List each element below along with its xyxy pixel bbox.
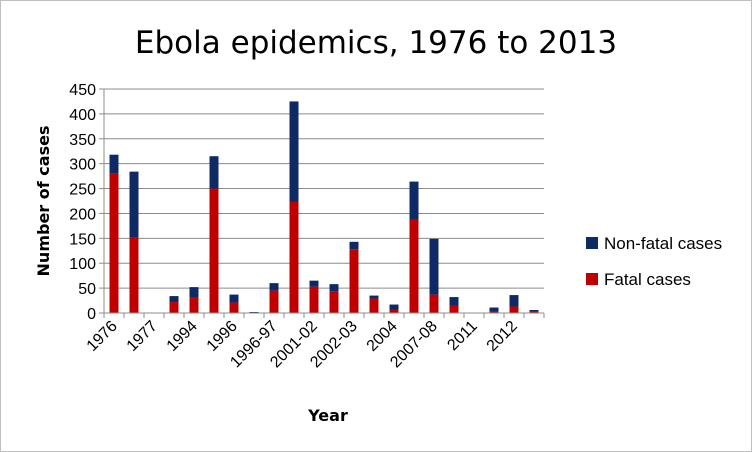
bar-fatal-11 (329, 291, 339, 313)
bar-non-fatal-9 (289, 101, 299, 202)
bar-fatal-10 (309, 286, 319, 313)
legend-swatch-fatal (586, 273, 598, 285)
legend: Non-fatal cases Fatal cases (586, 234, 722, 289)
x-tick-label: 1994 (164, 318, 201, 355)
bar-fatal-1 (129, 237, 139, 313)
chart-title: Ebola epidemics, 1976 to 2013 (135, 25, 617, 61)
x-tick-label: 1977 (124, 318, 161, 355)
bar-non-fatal-14 (389, 304, 399, 310)
bar-fatal-17 (449, 305, 459, 313)
bar-fatal-4 (189, 297, 199, 313)
y-axis-title: Number of cases (34, 126, 53, 277)
bar-non-fatal-19 (489, 307, 499, 312)
legend-swatch-non-fatal (586, 237, 598, 249)
bar-non-fatal-15 (409, 181, 419, 220)
bar-non-fatal-12 (349, 241, 359, 250)
bar-fatal-9 (289, 201, 299, 313)
bar-non-fatal-20 (509, 295, 519, 307)
bar-fatal-20 (509, 306, 519, 313)
x-tick-label: 2004 (364, 318, 401, 355)
bar-fatal-21 (529, 311, 539, 313)
y-tick-label: 200 (69, 206, 96, 223)
bar-non-fatal-10 (309, 280, 319, 287)
bar-non-fatal-4 (189, 287, 199, 298)
bar-fatal-8 (269, 290, 279, 313)
y-tick-label: 0 (87, 306, 96, 323)
x-tick-label: 2012 (484, 318, 521, 355)
y-axis-ticks: 0 50 100 150 200 250 300 350 400 450 (69, 82, 105, 323)
gridlines (104, 88, 544, 314)
x-tick-label: 2011 (444, 318, 480, 354)
bar-fatal-19 (489, 311, 499, 313)
bar-fatal-16 (429, 294, 439, 313)
y-tick-label: 100 (69, 256, 96, 273)
x-axis-title: Year (307, 406, 348, 425)
x-tick-label: 1976 (84, 318, 121, 355)
bar-non-fatal-21 (529, 310, 539, 312)
bar-non-fatal-16 (429, 238, 439, 295)
legend-label-fatal: Fatal cases (604, 270, 691, 289)
bar-non-fatal-1 (129, 171, 139, 238)
bar-fatal-12 (349, 249, 359, 313)
y-tick-label: 400 (69, 107, 96, 124)
y-tick-label: 250 (69, 182, 96, 199)
bar-fatal-0 (109, 173, 119, 313)
bar-non-fatal-6 (229, 294, 239, 303)
bar-fatal-3 (169, 302, 179, 313)
bar-non-fatal-17 (449, 297, 459, 306)
bar-fatal-13 (369, 298, 379, 313)
bar-non-fatal-8 (269, 283, 279, 291)
x-tick-label: 1996 (204, 318, 241, 355)
y-tick-label: 300 (69, 157, 96, 174)
bar-fatal-6 (229, 302, 239, 313)
y-tick-label: 450 (69, 82, 96, 99)
bar-fatal-5 (209, 188, 219, 313)
legend-label-non-fatal: Non-fatal cases (604, 234, 722, 253)
y-tick-label: 150 (69, 231, 96, 248)
bar-fatal-15 (409, 219, 419, 313)
y-tick-label: 350 (69, 132, 96, 149)
bar-non-fatal-0 (109, 154, 119, 174)
bar-non-fatal-3 (169, 296, 179, 303)
y-tick-label: 50 (78, 281, 96, 298)
bar-non-fatal-11 (329, 284, 339, 292)
bars (109, 101, 539, 313)
bar-non-fatal-13 (369, 295, 379, 299)
bar-non-fatal-5 (209, 156, 219, 189)
bar-fatal-14 (389, 309, 399, 313)
